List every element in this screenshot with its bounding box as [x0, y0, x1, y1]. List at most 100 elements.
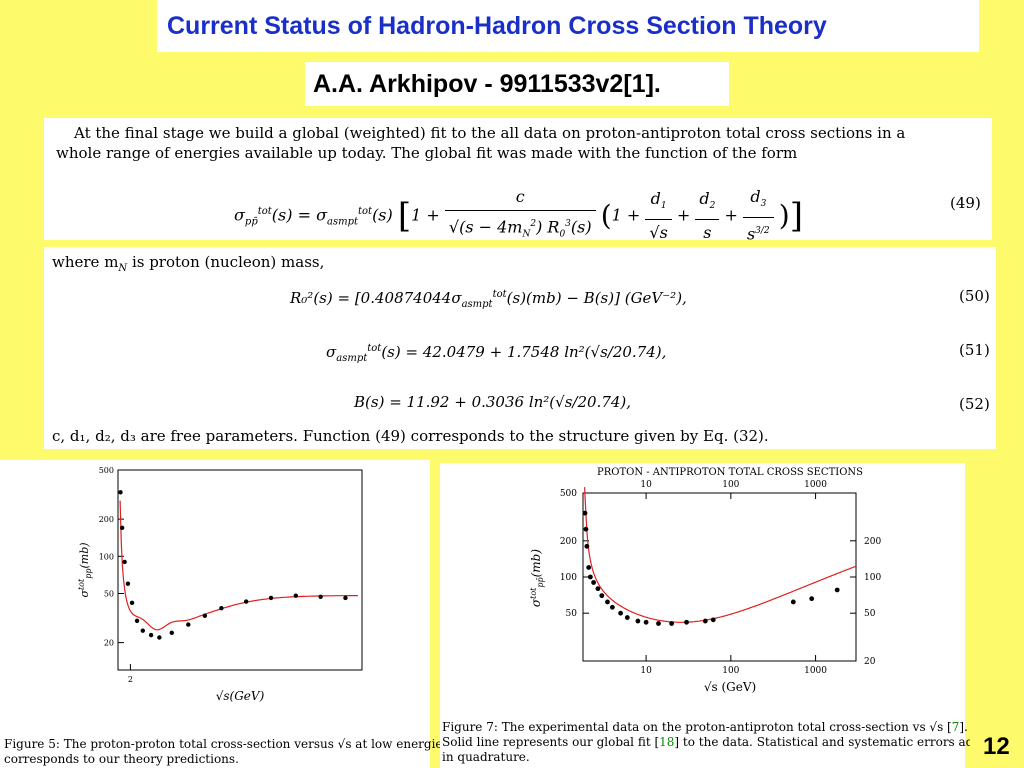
- fig5-y-tick-label: 50: [104, 589, 114, 598]
- fig7-global-fit-curve: [584, 487, 857, 623]
- author-line: A.A. Arkhipov - 9911533v2[1].: [313, 70, 661, 98]
- fig7-data-point: [595, 586, 601, 592]
- fig5-y-tick-label: 200: [99, 515, 114, 524]
- fig7-left-tick-label: 50: [566, 609, 578, 619]
- fig7-data-point: [599, 593, 605, 599]
- where-line: where mN is proton (nucleon) mass,: [52, 253, 325, 274]
- fig7-ticks: 10 100 1000 10 100 1000 500 200 100 50 200 100 50 20: [560, 480, 882, 676]
- fig5-data-point: [202, 613, 208, 618]
- fig7-y-axis-label: σtotpp̄(mb): [529, 549, 545, 607]
- fig5-x-ticks: 2: [128, 664, 133, 684]
- equation-panel-49: At the final stage we build a global (we…: [44, 118, 992, 244]
- fig5-data-point: [157, 635, 162, 640]
- fig5-data-point: [134, 618, 140, 624]
- eq51-rhs: (s) = 42.0479 + 1.7548 ln²(√s/20.74),: [381, 343, 667, 361]
- figure-5: 500 200 100 50 20 2 σtotpp(mb) √s(GeV) Figur…: [0, 460, 513, 768]
- equation-52: B(s) = 11.92 + 0.3036 ln²(√s/20.74),: [354, 393, 632, 411]
- figure-7: PROTON - ANTIPROTON TOTAL CROSS SECTIONS…: [440, 463, 996, 768]
- fig7-data-point: [656, 621, 661, 626]
- fig7-right-tick-label: 200: [864, 537, 881, 547]
- fig7-right-tick-label: 100: [864, 573, 881, 583]
- fig7-left-tick-label: 500: [560, 489, 577, 499]
- fig7-caption-text-1: Figure 7: The experimental data on the p…: [442, 720, 952, 734]
- fig7-ref-7-link[interactable]: 7: [951, 720, 960, 734]
- fig5-data-point: [118, 490, 123, 495]
- fig7-caption-text-2b: ] to the data. Statistical and systemati…: [674, 735, 996, 749]
- eq50-lhs: R₀²(s) = [0.40874044σ: [290, 289, 462, 307]
- fig7-data-point: [643, 619, 649, 625]
- fig7-data-point: [702, 618, 708, 624]
- where-rest-text: is proton (nucleon) mass,: [127, 253, 325, 271]
- paragraph-line-2: whole range of energies available up tod…: [56, 144, 798, 162]
- fig7-ref-18-link[interactable]: 18: [659, 735, 675, 749]
- fig5-data-point: [293, 593, 299, 598]
- slide-title: Current Status of Hadron-Hadron Cross Se…: [167, 12, 827, 40]
- figure-7-plot: PROTON - ANTIPROTON TOTAL CROSS SECTIONS…: [529, 467, 882, 694]
- fig5-data-point: [244, 599, 249, 604]
- fig7-chart-title: PROTON - ANTIPROTON TOTAL CROSS SECTIONS: [597, 467, 863, 478]
- fig7-bottom-tick-label: 1000: [804, 666, 827, 676]
- equation-number-51: (51): [959, 341, 990, 359]
- fig7-data-point: [624, 615, 630, 620]
- fig7-data-point: [584, 543, 590, 549]
- fig7-data-point: [710, 617, 716, 623]
- equation-49: σpp̄tot(s) = σasmpttot(s) [1 + c √(s − 4m…: [234, 184, 803, 248]
- fig5-data-point: [140, 628, 146, 633]
- author-banner: [305, 62, 729, 106]
- page-number-box: [970, 722, 1024, 768]
- fig5-data-point: [268, 595, 274, 601]
- fig7-data-point: [790, 599, 796, 605]
- fig5-data-point: [148, 632, 154, 638]
- fig5-data-points: [118, 490, 348, 640]
- fig7-data-point: [609, 604, 615, 610]
- fig5-data-point: [219, 605, 224, 611]
- fig5-caption-line-1: Figure 5: The proton-proton total cross-…: [4, 737, 514, 751]
- fig7-data-point: [635, 618, 641, 624]
- equation-50: R₀²(s) = [0.40874044σasmpttot(s)(mb) − B…: [290, 289, 687, 310]
- fig7-data-point: [684, 619, 689, 625]
- fig5-data-point: [343, 595, 348, 601]
- fig7-caption-line-1: Figure 7: The experimental data on the p…: [442, 720, 968, 735]
- figure-5-plot: 500 200 100 50 20 2 σtotpp(mb) √s(GeV): [77, 466, 363, 703]
- fig7-caption-line-3: in quadrature.: [442, 750, 530, 764]
- equation-number-49: (49): [950, 194, 981, 212]
- fig5-x-axis-label: √s(GeV): [216, 689, 265, 703]
- fig7-data-point: [669, 621, 675, 626]
- eq50-rhs: (s)(mb) − B(s)] (GeV⁻²),: [506, 289, 687, 307]
- fig7-caption-end-1: ].: [959, 720, 968, 734]
- fig7-data-point: [582, 510, 588, 516]
- fig7-caption-line-2: Solid line represents our global fit [18…: [442, 735, 996, 750]
- equation-51: σasmpttot(s) = 42.0479 + 1.7548 ln²(√s/2…: [326, 343, 667, 364]
- fig7-bottom-tick-label: 100: [722, 666, 739, 676]
- fig5-x-tick-label: 2: [128, 675, 133, 684]
- fig7-data-point: [587, 574, 593, 580]
- fig7-right-tick-label: 50: [864, 609, 876, 619]
- fig5-y-tick-label: 500: [99, 466, 114, 475]
- fig5-plot-frame: [117, 469, 363, 671]
- fig7-left-tick-label: 200: [560, 537, 577, 547]
- equation-number-52: (52): [959, 395, 990, 413]
- fig5-data-point: [318, 594, 323, 599]
- equation-number-50: (50): [959, 287, 990, 305]
- fig5-data-point: [169, 630, 174, 636]
- fig5-theory-curve: [119, 500, 358, 631]
- fig7-right-tick-label: 20: [864, 657, 876, 667]
- fig5-data-point: [125, 581, 131, 586]
- fig5-data-point: [129, 600, 135, 606]
- fig7-data-point: [586, 565, 592, 570]
- fig5-caption-line-2: corresponds to our theory predictions.: [4, 752, 239, 766]
- equation-panel-50-52: where mN is proton (nucleon) mass, R₀²(s…: [44, 247, 996, 449]
- fig7-top-tick-label: 1000: [804, 480, 827, 490]
- fig7-data-point: [834, 587, 840, 593]
- paragraph-line-1: At the final stage we build a global (we…: [74, 124, 906, 142]
- fig5-y-tick-label: 20: [104, 639, 114, 648]
- fig7-top-tick-label: 10: [640, 480, 652, 490]
- fig7-left-tick-label: 100: [560, 573, 577, 583]
- fig7-caption-text-2a: Solid line represents our global fit [: [442, 735, 660, 749]
- fig7-data-point: [583, 526, 589, 532]
- fig7-data-point: [809, 596, 815, 602]
- fig7-data-point: [618, 610, 623, 616]
- fig5-y-axis-label: σtotpp(mb): [77, 542, 93, 597]
- fig5-data-point: [186, 622, 191, 627]
- fig7-plot-frame: [582, 492, 857, 662]
